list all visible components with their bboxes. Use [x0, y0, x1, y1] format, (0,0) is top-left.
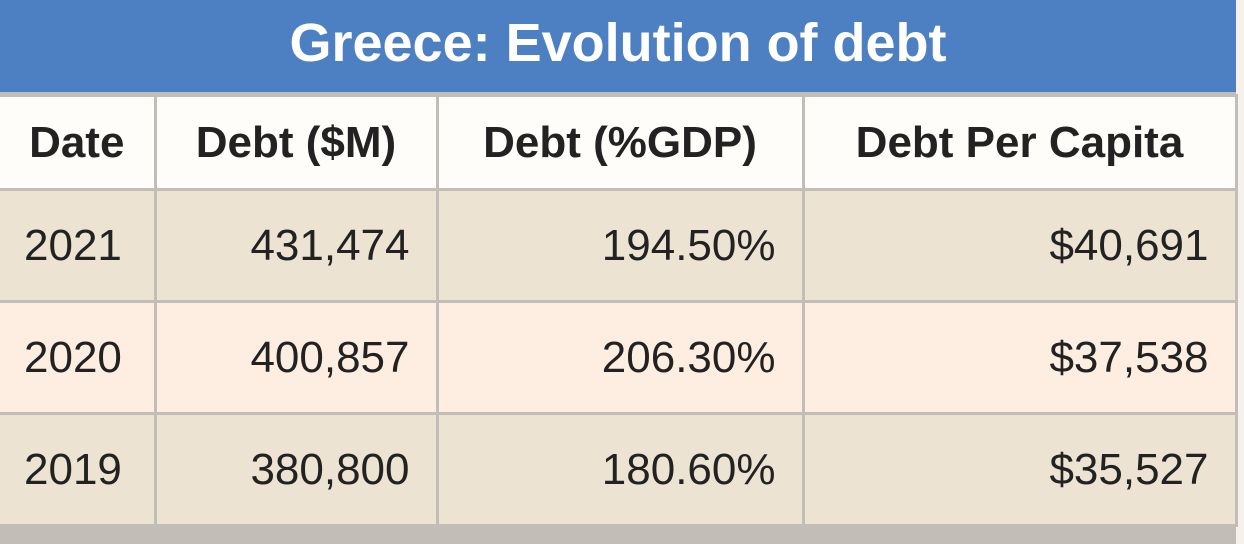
column-header: Debt ($M) — [153, 94, 439, 191]
table-cell: 431,474 — [153, 188, 439, 303]
table-cell: 400,857 — [153, 300, 439, 415]
table-row: 2020 400,857 206.30% $37,538 — [0, 300, 1238, 415]
table-row: 2021 431,474 194.50% $40,691 — [0, 188, 1238, 303]
column-header: Debt (%GDP) — [435, 94, 805, 191]
table-body: 2021 431,474 194.50% $40,691 2020 400,857 206.… — [0, 188, 1238, 527]
column-header: Debt Per Capita — [801, 94, 1238, 191]
debt-table: Date Debt ($M) Debt (%GDP) Debt Per Capita … — [0, 94, 1238, 527]
table-cell: 194.50% — [435, 188, 805, 303]
table-cell: 2021 — [0, 188, 157, 303]
table-cell: 206.30% — [435, 300, 805, 415]
table-cell: 180.60% — [435, 412, 805, 527]
title-bar: Greece: Evolution of debt — [0, 0, 1236, 92]
table-cell: 2020 — [0, 300, 157, 415]
header-row: Date Debt ($M) Debt (%GDP) Debt Per Capita — [0, 94, 1238, 191]
table-cell: 380,800 — [153, 412, 439, 527]
table-cell: $40,691 — [801, 188, 1238, 303]
table-row: 2019 380,800 180.60% $35,527 — [0, 412, 1238, 527]
table-cell: 2019 — [0, 412, 157, 527]
column-header: Date — [0, 94, 157, 191]
table-cell: $35,527 — [801, 412, 1238, 527]
table-cell: $37,538 — [801, 300, 1238, 415]
